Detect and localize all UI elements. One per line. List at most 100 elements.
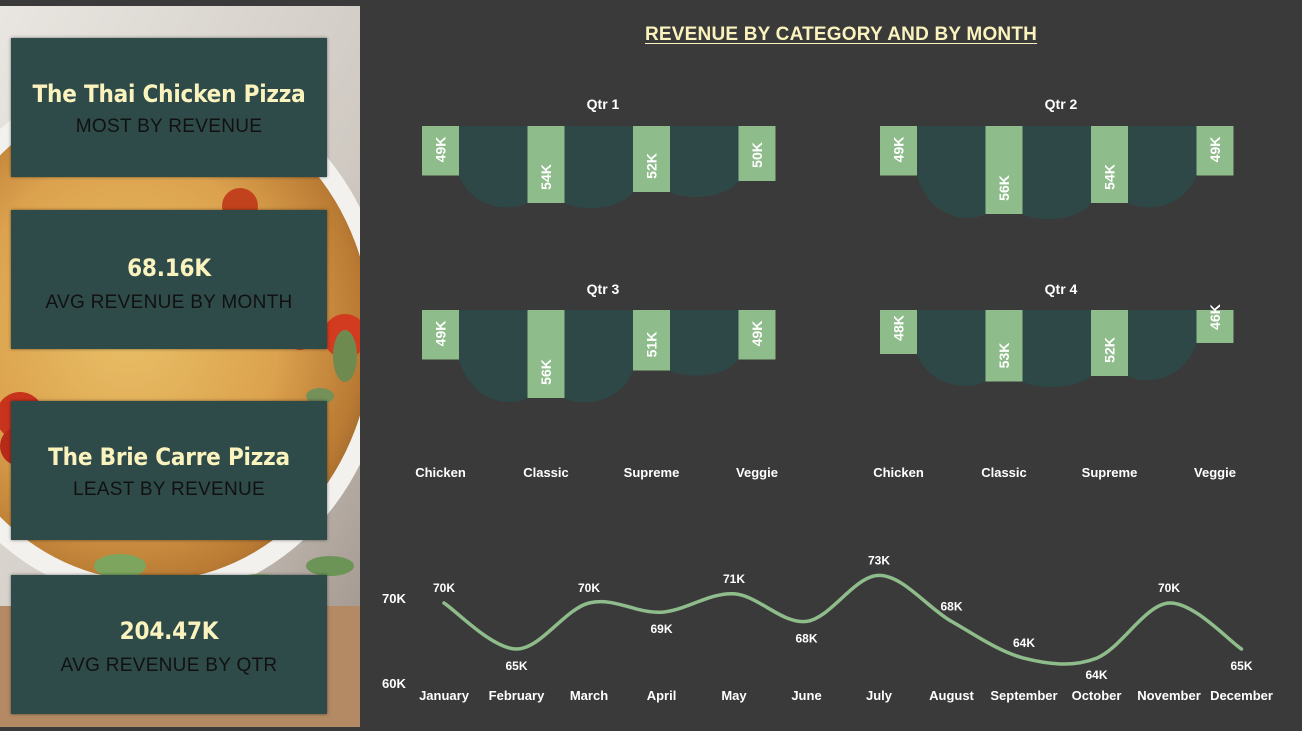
month-axis-label: March bbox=[570, 688, 608, 703]
kpi-panel: The Thai Chicken Pizza MOST BY REVENUE 6… bbox=[0, 6, 360, 727]
kpi-card-avg-qtr: 204.47K AVG REVENUE BY QTR bbox=[11, 575, 327, 714]
quarter-panel-background bbox=[880, 310, 1234, 387]
line-data-label: 68K bbox=[940, 599, 962, 613]
category-axis-label: Veggie bbox=[1194, 465, 1236, 480]
most-revenue-pizza-name: The Thai Chicken Pizza bbox=[32, 80, 306, 108]
line-point-july bbox=[877, 573, 881, 577]
line-point-april bbox=[660, 610, 663, 614]
dashboard-title: REVENUE BY CATEGORY AND BY MONTH bbox=[645, 24, 1038, 45]
quarter-chart-title: Qtr 2 bbox=[1045, 96, 1078, 112]
least-revenue-pizza-name: The Brie Carre Pizza bbox=[48, 443, 290, 471]
quarter-chart-3: Qtr 3 49K 56K 51K 49K bbox=[422, 281, 776, 403]
month-axis-label: September bbox=[990, 688, 1057, 703]
bar-data-label: 46K bbox=[1207, 304, 1223, 330]
bar-data-label: 53K bbox=[996, 343, 1012, 369]
kpi-card-least-revenue: The Brie Carre Pizza LEAST BY REVENUE bbox=[11, 401, 327, 540]
bar-classic bbox=[985, 310, 1023, 382]
charts-canvas: Qtr 1 49K 54K 52K 50K Qtr 2 49K 56K 54K 49K Qtr 3 4… bbox=[382, 96, 1273, 703]
quarter-chart-title: Qtr 1 bbox=[587, 96, 620, 112]
bar-veggie bbox=[738, 310, 776, 360]
line-data-label: 70K bbox=[578, 581, 600, 595]
bar-data-label: 48K bbox=[891, 315, 907, 341]
month-axis-label: October bbox=[1072, 688, 1122, 703]
category-axis-label: Supreme bbox=[1082, 465, 1138, 480]
month-axis-label: July bbox=[866, 688, 893, 703]
quarter-panel-background bbox=[880, 126, 1234, 220]
least-revenue-label: LEAST BY REVENUE bbox=[72, 479, 266, 500]
quarter-chart-4: Qtr 4 48K 53K 52K 46K bbox=[880, 281, 1234, 387]
line-point-august bbox=[950, 619, 953, 623]
charts-panel: REVENUE BY CATEGORY AND BY MONTH Qtr 1 49… bbox=[362, 0, 1302, 727]
monthly-revenue-line-chart: 70K 60K 70K January 65K February 70K March 69K Ap… bbox=[382, 553, 1273, 703]
quarter-panel-background bbox=[422, 126, 776, 209]
bar-supreme bbox=[1091, 310, 1128, 376]
month-axis-label: December bbox=[1210, 688, 1273, 703]
month-axis-label: January bbox=[419, 688, 470, 703]
avg-revenue-month-value: 68.16K bbox=[127, 254, 211, 282]
month-axis-label: May bbox=[721, 688, 747, 703]
month-axis-label: April bbox=[647, 688, 677, 703]
bar-supreme bbox=[1091, 126, 1128, 203]
bar-data-label: 49K bbox=[749, 321, 765, 347]
bar-veggie bbox=[1196, 126, 1234, 176]
avg-revenue-qtr-value: 204.47K bbox=[119, 617, 219, 645]
y-tick-label: 60K bbox=[382, 676, 406, 691]
bar-data-label: 49K bbox=[433, 321, 449, 347]
bar-chicken bbox=[422, 126, 459, 176]
line-data-label: 64K bbox=[1085, 668, 1107, 682]
bar-data-label: 49K bbox=[1207, 137, 1223, 163]
bar-data-label: 52K bbox=[1102, 337, 1118, 363]
quarter-chart-title: Qtr 4 bbox=[1045, 281, 1078, 297]
bar-supreme bbox=[633, 126, 670, 192]
bar-veggie bbox=[1196, 310, 1234, 343]
most-revenue-label: MOST BY REVENUE bbox=[75, 116, 263, 137]
category-axis-label: Chicken bbox=[415, 465, 466, 480]
bar-classic bbox=[527, 126, 565, 203]
line-point-february bbox=[515, 647, 518, 651]
bar-data-label: 50K bbox=[749, 142, 765, 168]
line-data-label: 73K bbox=[868, 553, 890, 567]
category-axis-label: Classic bbox=[981, 465, 1027, 480]
line-point-may bbox=[732, 592, 736, 596]
bar-chicken bbox=[880, 310, 917, 354]
y-tick-label: 70K bbox=[382, 591, 406, 606]
bar-chicken bbox=[422, 310, 459, 360]
line-point-march bbox=[587, 601, 591, 605]
line-data-label: 70K bbox=[1158, 581, 1180, 595]
line-point-june bbox=[805, 619, 808, 623]
quarter-chart-1: Qtr 1 49K 54K 52K 50K bbox=[422, 96, 776, 209]
bar-classic bbox=[985, 126, 1023, 214]
quarter-panel-background bbox=[422, 310, 776, 403]
bar-classic bbox=[527, 310, 565, 398]
quarter-chart-2: Qtr 2 49K 56K 54K 49K bbox=[880, 96, 1234, 220]
bar-data-label: 52K bbox=[644, 153, 660, 179]
monthly-revenue-line bbox=[442, 573, 1244, 666]
category-axis-label: Supreme bbox=[624, 465, 680, 480]
avg-revenue-month-label: AVG REVENUE BY MONTH bbox=[45, 292, 293, 313]
bar-supreme bbox=[633, 310, 670, 371]
line-point-september bbox=[1022, 656, 1026, 660]
line-data-label: 71K bbox=[723, 572, 745, 586]
category-axis-label: Classic bbox=[523, 465, 569, 480]
bar-data-label: 51K bbox=[644, 332, 660, 358]
bar-data-label: 49K bbox=[433, 137, 449, 163]
avg-revenue-qtr-label: AVG REVENUE BY QTR bbox=[60, 655, 278, 676]
line-point-december bbox=[1240, 647, 1243, 651]
quarter-chart-title: Qtr 3 bbox=[587, 281, 620, 297]
line-data-label: 65K bbox=[505, 659, 527, 673]
bar-data-label: 49K bbox=[891, 137, 907, 163]
bar-veggie bbox=[738, 126, 776, 181]
month-axis-label: August bbox=[929, 688, 974, 703]
bar-data-label: 56K bbox=[996, 175, 1012, 201]
bar-data-label: 54K bbox=[1102, 164, 1118, 190]
kpi-card-most-revenue: The Thai Chicken Pizza MOST BY REVENUE bbox=[11, 38, 327, 177]
line-point-november bbox=[1167, 601, 1171, 605]
line-data-label: 69K bbox=[650, 622, 672, 636]
kpi-card-avg-month: 68.16K AVG REVENUE BY MONTH bbox=[11, 210, 327, 349]
line-data-label: 64K bbox=[1013, 636, 1035, 650]
line-data-label: 68K bbox=[795, 631, 817, 645]
line-data-label: 65K bbox=[1230, 659, 1252, 673]
month-axis-label: June bbox=[791, 688, 821, 703]
month-axis-label: February bbox=[489, 688, 545, 703]
